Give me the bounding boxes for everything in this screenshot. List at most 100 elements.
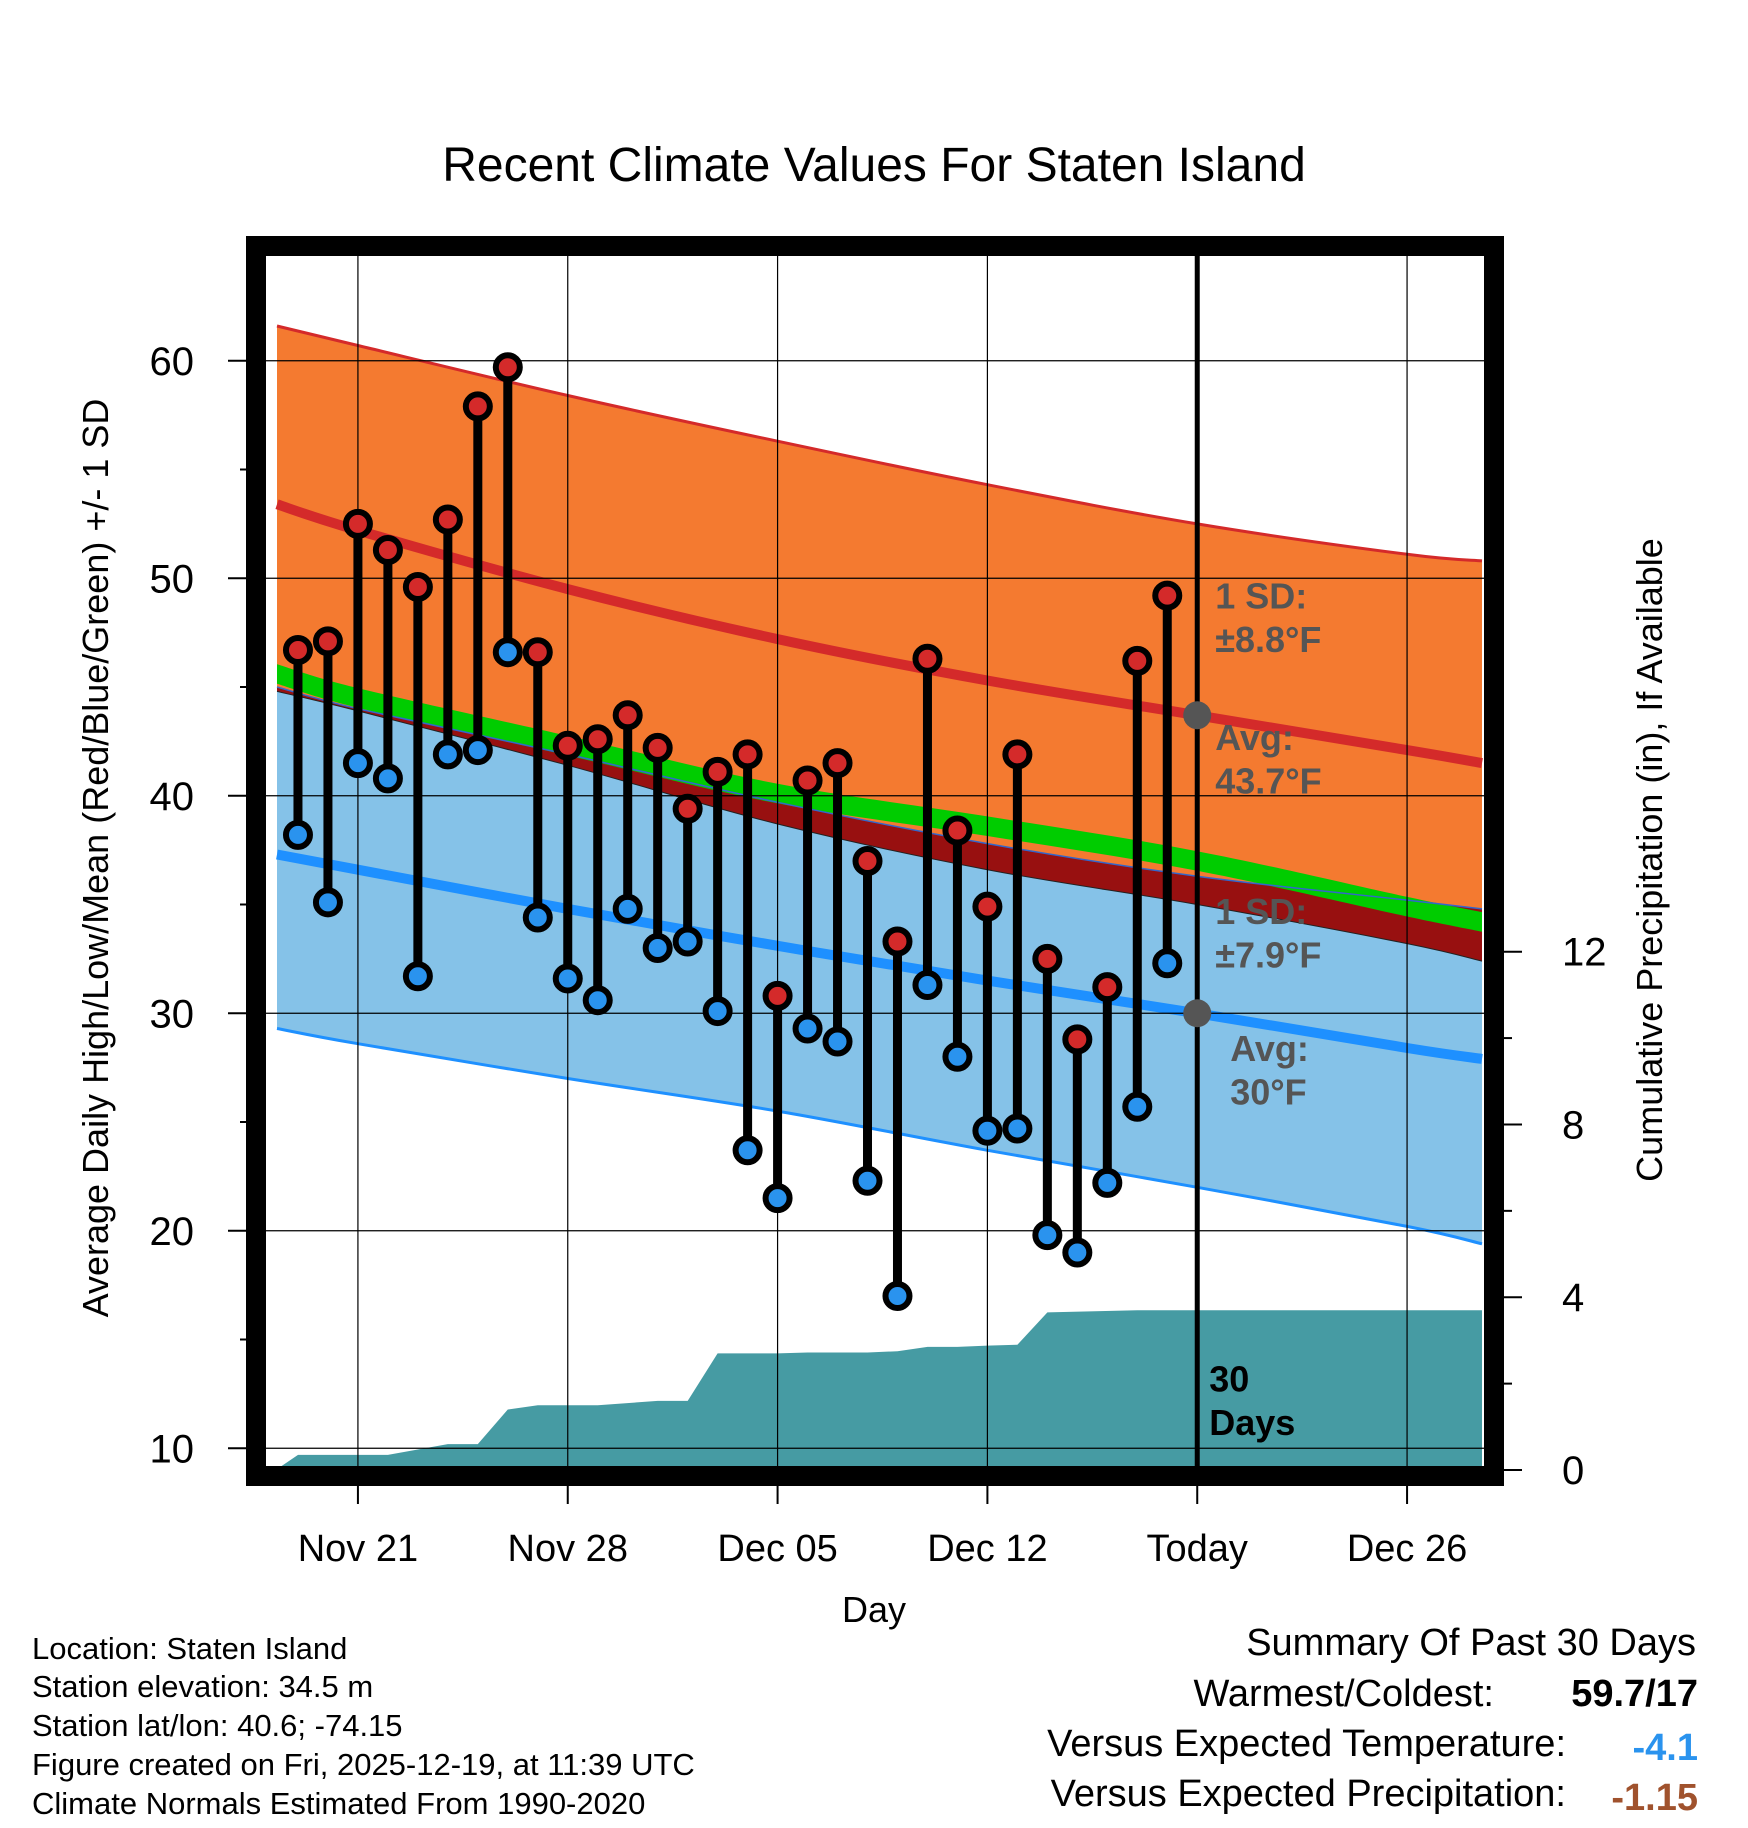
x-tick-label-2: Dec 05 xyxy=(717,1528,837,1570)
y-axis-label: Average Daily High/Low/Mean (Red/Blue/Gr… xyxy=(75,399,116,1318)
y-tick-label-2: 30 xyxy=(150,992,195,1036)
low-marker-4 xyxy=(402,961,433,992)
low-marker-10 xyxy=(582,985,613,1016)
annotation-1-line2: 43.7°F xyxy=(1215,761,1321,802)
station-info: Location: Staten Island Station elevatio… xyxy=(32,1631,695,1821)
annotation-4-line2: Days xyxy=(1209,1402,1295,1443)
mean-band xyxy=(277,664,1482,932)
high-marker-11 xyxy=(612,700,643,731)
low-marker-17 xyxy=(792,1013,823,1044)
summary-panel: Summary Of Past 30 Days Warmest/Coldest:… xyxy=(1047,1622,1698,1819)
high-marker-12 xyxy=(642,732,673,763)
high-marker-9 xyxy=(552,730,583,761)
low-marker-7 xyxy=(492,637,523,668)
low-marker-22 xyxy=(942,1041,973,1072)
high-marker-28 xyxy=(1122,645,1153,676)
low-marker-15 xyxy=(732,1135,763,1166)
cumulative-precip-area xyxy=(277,1310,1482,1470)
plot-frame xyxy=(246,236,1504,1486)
x-tick-label-3: Dec 12 xyxy=(927,1528,1047,1570)
low-marker-24 xyxy=(1002,1113,1033,1144)
today-low-normal-dot xyxy=(1183,999,1212,1028)
x-axis-label: Day xyxy=(842,1589,906,1630)
high-marker-20 xyxy=(882,926,913,957)
low-marker-11 xyxy=(612,893,643,924)
high-marker-23 xyxy=(972,891,1003,922)
low-marker-28 xyxy=(1122,1091,1153,1122)
y2-axis-label: Cumulative Precipitation (in), If Availa… xyxy=(1629,538,1670,1182)
station-latlon: Station lat/lon: 40.6; -74.15 xyxy=(32,1708,403,1743)
high-marker-7 xyxy=(492,352,523,383)
low-marker-8 xyxy=(522,902,553,933)
high-marker-15 xyxy=(732,739,763,770)
high-marker-25 xyxy=(1032,943,1063,974)
high-marker-27 xyxy=(1092,972,1123,1003)
high-marker-24 xyxy=(1002,739,1033,770)
high-marker-13 xyxy=(672,793,703,824)
high-marker-5 xyxy=(432,504,463,535)
warmest-coldest-value: 59.7/17 xyxy=(1571,1673,1698,1715)
high-marker-8 xyxy=(522,637,553,668)
station-location: Location: Staten Island xyxy=(32,1631,347,1666)
high-marker-26 xyxy=(1062,1024,1093,1055)
high-marker-22 xyxy=(942,815,973,846)
annotation-3-line2: 30°F xyxy=(1230,1072,1306,1113)
high-marker-3 xyxy=(372,534,403,565)
high-marker-19 xyxy=(852,846,883,876)
y2-tick-label-0: 0 xyxy=(1562,1449,1584,1493)
low-marker-0 xyxy=(282,819,313,850)
low-marker-29 xyxy=(1152,948,1183,979)
annotation-0-line2: ±8.8°F xyxy=(1215,619,1321,660)
overlap-band xyxy=(277,687,1482,962)
today-high-normal-dot xyxy=(1183,701,1212,730)
figure-created: Figure created on Fri, 2025-12-19, at 11… xyxy=(32,1747,695,1782)
high-marker-17 xyxy=(792,765,823,796)
station-elevation: Station elevation: 34.5 m xyxy=(32,1669,373,1704)
plot-area xyxy=(262,252,1488,1470)
high-marker-1 xyxy=(312,626,343,657)
x-tick-label-5: Dec 26 xyxy=(1347,1528,1467,1570)
low-marker-6 xyxy=(462,735,493,766)
high-normal-line xyxy=(275,499,1483,769)
low-marker-14 xyxy=(702,996,733,1027)
annotation-2-line1: 1 SD: xyxy=(1215,891,1307,932)
annotation-0-line1: 1 SD: xyxy=(1215,576,1307,617)
y-tick-label-4: 50 xyxy=(150,557,195,601)
low-marker-25 xyxy=(1032,1220,1063,1251)
high-marker-29 xyxy=(1152,580,1183,611)
precip-anomaly-value: -1.15 xyxy=(1611,1777,1698,1819)
chart-title: Recent Climate Values For Staten Island xyxy=(442,139,1306,192)
low-marker-27 xyxy=(1092,1167,1123,1198)
y-tick-label-5: 60 xyxy=(150,340,195,384)
y-tick-label-1: 20 xyxy=(150,1210,195,1254)
low-marker-16 xyxy=(762,1183,793,1214)
y2-tick-label-2: 8 xyxy=(1562,1103,1584,1147)
annotation-3-line1: Avg: xyxy=(1230,1028,1309,1069)
axes: Nov 21 Nov 28 Dec 05 Dec 12 Today Dec 26 10 20 3… xyxy=(150,340,1607,1570)
annotation-1-line1: Avg: xyxy=(1215,717,1294,758)
high-marker-2 xyxy=(342,508,373,539)
low-marker-12 xyxy=(642,933,673,963)
high-marker-0 xyxy=(282,635,313,666)
high-marker-6 xyxy=(462,391,493,422)
high-marker-14 xyxy=(702,756,733,787)
low-marker-1 xyxy=(312,887,343,918)
grid-lines xyxy=(262,252,1488,1470)
daily-range-stems xyxy=(282,352,1183,1311)
high-marker-10 xyxy=(582,724,613,755)
low-marker-23 xyxy=(972,1115,1003,1146)
annotation-2-line2: ±7.9°F xyxy=(1215,935,1321,976)
low-marker-20 xyxy=(882,1281,913,1311)
summary-title: Summary Of Past 30 Days xyxy=(1246,1622,1696,1664)
temp-anomaly-value: -4.1 xyxy=(1633,1727,1698,1769)
low-marker-18 xyxy=(822,1026,853,1057)
x-tick-label-4: Today xyxy=(1147,1528,1248,1570)
high-marker-4 xyxy=(402,571,433,602)
low-marker-13 xyxy=(672,926,703,957)
low-lower-line xyxy=(276,1027,1483,1246)
high-marker-21 xyxy=(912,643,943,674)
high-upper-line xyxy=(276,324,1483,563)
annotation-4-line1: 30 xyxy=(1209,1359,1249,1400)
